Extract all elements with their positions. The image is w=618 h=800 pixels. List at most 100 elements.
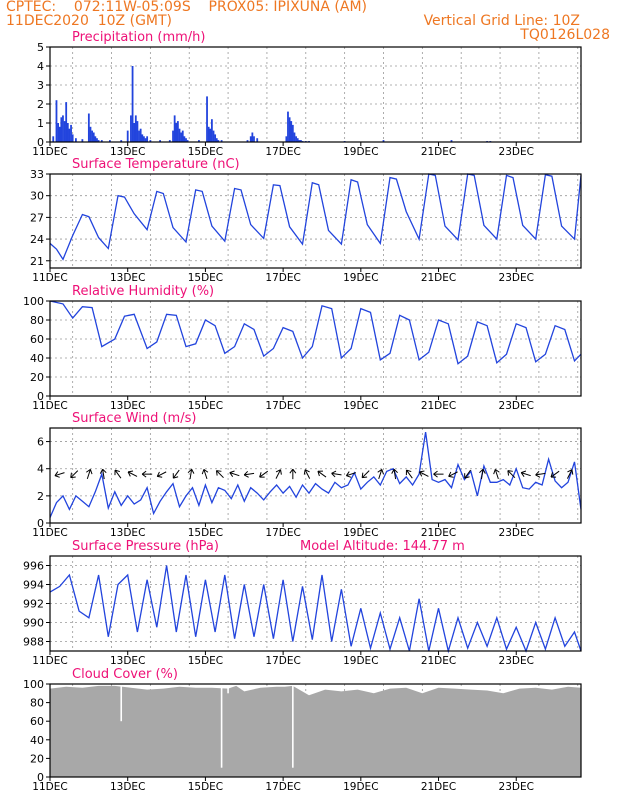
wind-arrow-shaft — [566, 469, 573, 479]
wind-arrow-head — [361, 472, 368, 479]
x-tick-label: 11DEC — [32, 400, 67, 412]
y-tick-label: 0 — [37, 517, 44, 530]
x-tick-label: 11DEC — [32, 272, 67, 284]
wind-arrow — [361, 470, 370, 479]
y-tick-label: 0 — [37, 771, 44, 784]
wind-arrow — [215, 470, 224, 479]
wind-arrow — [433, 470, 444, 478]
wind-arrow-shaft — [550, 470, 560, 478]
precip-bar — [139, 128, 142, 142]
precip-bar — [176, 121, 179, 142]
y-tick-label: 4 — [37, 463, 44, 476]
precip-bar — [287, 111, 289, 142]
x-tick-label: 19DEC — [343, 527, 378, 539]
panel-frame — [49, 683, 582, 778]
wind-arrow-head — [433, 470, 438, 478]
wind-arrow-shaft — [244, 472, 255, 476]
wind-arrow — [229, 470, 240, 477]
precip-bar — [181, 130, 184, 142]
precip-bar — [298, 140, 301, 142]
wind-arrow — [520, 470, 531, 477]
y-tick-label: 990 — [23, 617, 44, 630]
precip-bar — [183, 136, 186, 142]
precip-bar — [108, 140, 111, 142]
wind-arrow-head — [507, 470, 513, 476]
wind-arrow — [156, 471, 167, 478]
wind-arrow — [479, 468, 486, 480]
precip-bar — [249, 136, 252, 142]
precip-bar — [251, 132, 254, 142]
wind-arrow-head — [275, 469, 282, 475]
precip-bar — [220, 140, 223, 142]
x-tick-label: 13DEC — [110, 655, 145, 667]
wind-arrow-head — [391, 468, 398, 474]
precip-bar — [62, 115, 64, 142]
x-tick-label: 23DEC — [499, 527, 534, 539]
y-tick-label: 100 — [23, 678, 44, 691]
wind-arrow — [259, 470, 269, 478]
y-tick-label: 20 — [30, 752, 44, 765]
panel-frame — [49, 46, 582, 143]
precip-bar — [100, 140, 103, 142]
x-tick-label: 21DEC — [421, 527, 456, 539]
precip-bar — [120, 140, 123, 142]
y-tick-label: 33 — [30, 168, 44, 181]
wind-arrow-head — [114, 469, 120, 476]
wind-arrow-shaft — [127, 471, 138, 477]
x-tick-label: 19DEC — [343, 146, 378, 158]
y-tick-label: 1 — [37, 117, 44, 130]
precip-bar — [206, 96, 208, 142]
x-tick-label: 11DEC — [32, 146, 67, 158]
wind-arrow-head — [493, 468, 500, 475]
x-tick-label: 19DEC — [343, 655, 378, 667]
y-tick-label: 100 — [23, 295, 44, 308]
panel-pressure: Surface Pressure (hPa) Model Altitude: 14… — [23, 539, 582, 667]
wind-arrow-head — [156, 471, 163, 478]
series-line-wind — [49, 432, 582, 518]
precip-bar — [172, 130, 174, 142]
y-tick-label: 30 — [30, 190, 44, 203]
wind-arrow — [70, 470, 79, 479]
precip-bar — [215, 138, 218, 142]
wind-arrow-head — [479, 468, 486, 474]
y-tick-label: 40 — [30, 734, 44, 747]
wind-arrow-head — [99, 468, 107, 474]
wind-arrow-head — [317, 470, 323, 477]
header-grid-note: Vertical Grid Line: 10Z — [423, 13, 580, 29]
precip-bar — [96, 138, 98, 142]
wind-arrow-head — [229, 470, 235, 477]
wind-arrow-head — [345, 471, 352, 478]
wind-arrow — [99, 468, 107, 480]
x-tick-label: 21DEC — [421, 781, 456, 793]
x-tick-label: 17DEC — [265, 655, 300, 667]
y-tick-label: 988 — [23, 636, 44, 649]
wind-arrow-head — [201, 468, 209, 475]
precip-bar — [52, 136, 55, 142]
y-tick-label: 0 — [37, 390, 44, 403]
x-tick-label: 17DEC — [265, 781, 300, 793]
x-tick-label: 17DEC — [265, 400, 300, 412]
wind-arrow — [317, 470, 327, 478]
wind-arrow-head — [303, 469, 310, 475]
x-tick-label: 13DEC — [110, 272, 145, 284]
wind-arrow — [127, 470, 138, 477]
wind-arrow — [187, 468, 195, 480]
wind-arrow-shaft — [480, 469, 484, 480]
y-tick-label: 80 — [30, 314, 44, 327]
x-tick-label: 17DEC — [265, 272, 300, 284]
precip-bar — [91, 130, 93, 142]
wind-arrow-shaft — [203, 469, 208, 480]
y-tick-label: 994 — [23, 579, 44, 592]
precip-bar — [68, 128, 71, 142]
precip-bar — [253, 136, 255, 142]
wind-arrow-shaft — [275, 469, 281, 479]
precip-bar — [131, 66, 134, 142]
x-tick-label: 15DEC — [188, 781, 223, 793]
wind-arrow — [172, 469, 180, 479]
panel-precip: Precipitation (mm/h) 0 1 2 3 4 5 11DEC 13DEC 15DE… — [32, 30, 582, 158]
precip-bar — [180, 132, 183, 142]
wind-arrow — [464, 469, 472, 479]
y-tick-label: 2 — [37, 490, 44, 503]
wind-arrow-head — [464, 473, 470, 479]
wind-arrow-shaft — [157, 471, 167, 477]
